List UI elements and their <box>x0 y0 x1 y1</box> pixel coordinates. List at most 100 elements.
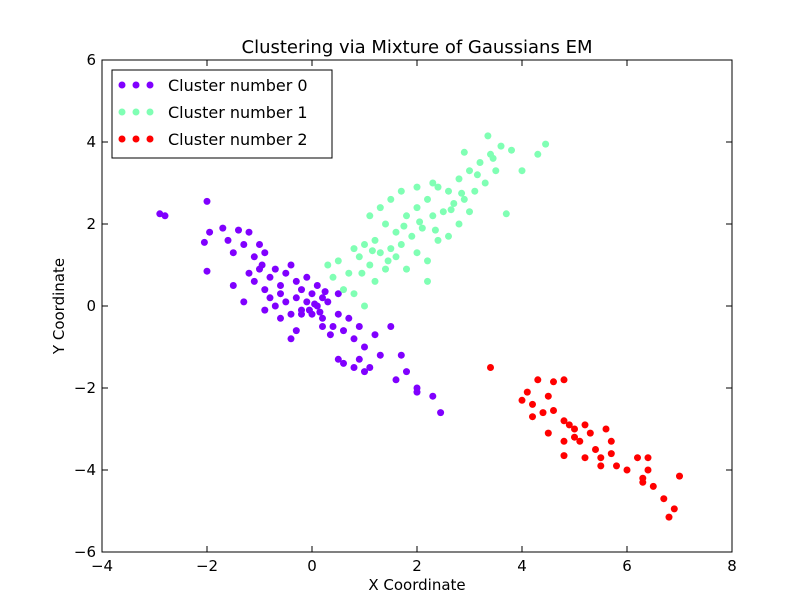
chart-title: Clustering via Mixture of Gaussians EM <box>242 37 593 58</box>
legend-marker-2 <box>118 135 126 143</box>
data-point-cluster-1 <box>460 195 468 203</box>
data-point-cluster-2 <box>676 472 683 480</box>
data-point-cluster-2 <box>644 454 652 462</box>
data-point-cluster-0 <box>240 298 248 306</box>
data-point-cluster-2 <box>560 452 568 460</box>
legend-marker-0 <box>146 81 154 89</box>
data-point-cluster-0 <box>224 236 232 244</box>
data-point-cluster-1 <box>368 247 376 255</box>
data-point-cluster-0 <box>345 314 353 322</box>
data-point-cluster-2 <box>560 417 568 425</box>
data-point-cluster-2 <box>623 466 631 474</box>
data-point-cluster-1 <box>400 222 408 230</box>
data-point-cluster-0 <box>392 376 400 384</box>
data-point-cluster-1 <box>350 245 358 253</box>
legend-marker-1 <box>146 108 154 116</box>
data-point-cluster-1 <box>466 167 473 175</box>
legend-marker-1 <box>132 108 140 116</box>
data-point-cluster-0 <box>429 392 437 400</box>
data-point-cluster-0 <box>250 277 258 285</box>
data-point-cluster-0 <box>266 294 274 302</box>
data-point-cluster-2 <box>560 376 568 384</box>
data-point-cluster-0 <box>292 277 300 285</box>
y-tick-label: 4 <box>86 133 96 151</box>
data-point-cluster-1 <box>492 167 500 175</box>
data-point-cluster-1 <box>445 232 452 240</box>
data-point-cluster-1 <box>371 236 379 244</box>
data-point-cluster-0 <box>397 351 405 359</box>
data-point-cluster-1 <box>476 159 484 166</box>
data-point-cluster-0 <box>277 282 284 289</box>
data-point-cluster-1 <box>371 277 379 285</box>
data-point-cluster-2 <box>518 396 526 404</box>
data-point-cluster-2 <box>576 437 584 445</box>
data-point-cluster-0 <box>334 310 342 318</box>
data-point-cluster-2 <box>581 421 589 429</box>
data-point-cluster-2 <box>571 425 578 433</box>
data-point-cluster-1 <box>489 154 497 162</box>
y-axis-label: Y Coordinate <box>50 258 68 355</box>
data-point-cluster-0 <box>229 249 237 257</box>
data-point-cluster-1 <box>418 224 426 232</box>
data-point-cluster-2 <box>571 433 578 441</box>
data-point-cluster-2 <box>613 462 620 470</box>
y-tick-label: −2 <box>74 379 96 397</box>
data-point-cluster-2 <box>644 466 652 474</box>
data-point-cluster-0 <box>340 327 347 335</box>
data-point-cluster-0 <box>282 269 290 277</box>
data-point-cluster-1 <box>445 187 452 195</box>
data-point-cluster-1 <box>376 249 384 257</box>
data-point-cluster-0 <box>245 269 253 277</box>
data-point-cluster-2 <box>607 450 615 458</box>
legend-entry-1: Cluster number 1 <box>118 103 308 122</box>
data-point-cluster-2 <box>523 388 531 396</box>
x-tick-label: 0 <box>307 557 317 575</box>
legend-entry-2: Cluster number 2 <box>118 130 308 149</box>
data-point-cluster-2 <box>670 505 678 513</box>
data-point-cluster-0 <box>271 302 279 310</box>
data-point-cluster-0 <box>316 308 324 316</box>
data-point-cluster-1 <box>413 249 421 257</box>
data-point-cluster-0 <box>329 323 337 330</box>
data-point-cluster-2 <box>487 364 494 371</box>
data-point-cluster-1 <box>502 210 510 218</box>
data-point-cluster-0 <box>350 364 358 371</box>
data-point-cluster-1 <box>376 204 384 212</box>
data-point-cluster-0 <box>256 241 263 248</box>
data-point-cluster-0 <box>287 335 295 343</box>
data-point-cluster-0 <box>261 286 269 294</box>
data-point-cluster-1 <box>429 212 437 220</box>
data-point-cluster-1 <box>366 261 374 269</box>
data-point-cluster-1 <box>471 187 479 195</box>
data-point-cluster-1 <box>455 175 463 183</box>
data-point-cluster-0 <box>298 286 305 294</box>
data-point-cluster-0 <box>206 228 214 236</box>
data-point-cluster-0 <box>266 273 274 281</box>
data-point-cluster-1 <box>473 171 481 179</box>
x-tick-label: 6 <box>622 557 632 575</box>
data-point-cluster-0 <box>258 261 266 269</box>
data-point-cluster-0 <box>261 306 269 314</box>
data-point-cluster-1 <box>382 220 389 228</box>
x-axis-label: X Coordinate <box>368 576 465 594</box>
data-point-cluster-0 <box>361 343 368 351</box>
data-point-cluster-0 <box>305 306 313 314</box>
legend-marker-2 <box>146 135 154 143</box>
points-layer <box>156 132 683 521</box>
data-point-cluster-0 <box>403 368 410 376</box>
data-point-cluster-1 <box>403 212 410 220</box>
data-point-cluster-0 <box>311 300 319 308</box>
data-point-cluster-2 <box>649 482 657 490</box>
data-point-cluster-0 <box>350 335 358 343</box>
data-point-cluster-2 <box>544 429 552 437</box>
legend-marker-1 <box>118 108 126 116</box>
data-point-cluster-2 <box>534 376 542 384</box>
data-point-cluster-0 <box>303 273 311 281</box>
data-point-cluster-1 <box>397 241 405 248</box>
data-point-cluster-1 <box>392 228 400 236</box>
data-point-cluster-1 <box>508 146 515 154</box>
data-point-cluster-2 <box>529 400 536 408</box>
legend-marker-0 <box>132 81 140 89</box>
data-point-cluster-2 <box>565 421 573 429</box>
